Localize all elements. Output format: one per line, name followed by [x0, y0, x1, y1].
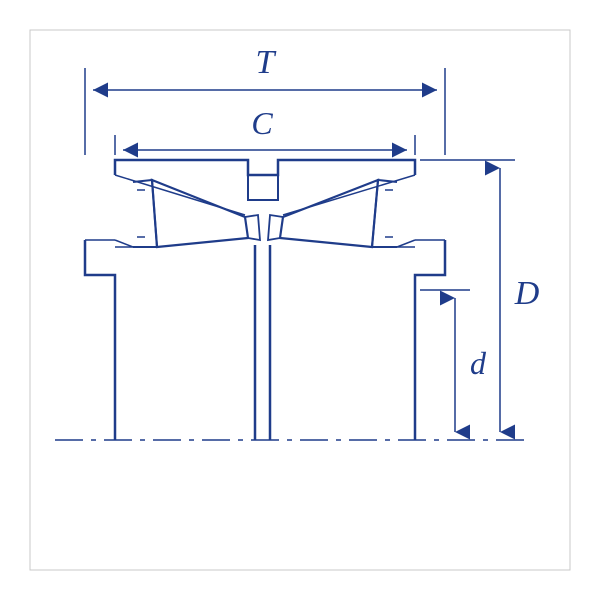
dim-d — [420, 290, 470, 432]
label-d: d — [464, 345, 492, 382]
frame-border — [30, 30, 570, 570]
bearing-diagram: T C D d — [0, 0, 600, 600]
dim-D — [420, 160, 515, 432]
label-D: D — [512, 275, 542, 313]
label-C: C — [247, 105, 277, 142]
cup-top — [115, 160, 415, 175]
diagram-svg — [0, 0, 600, 600]
housing-outline — [85, 240, 445, 440]
label-T: T — [250, 44, 280, 82]
